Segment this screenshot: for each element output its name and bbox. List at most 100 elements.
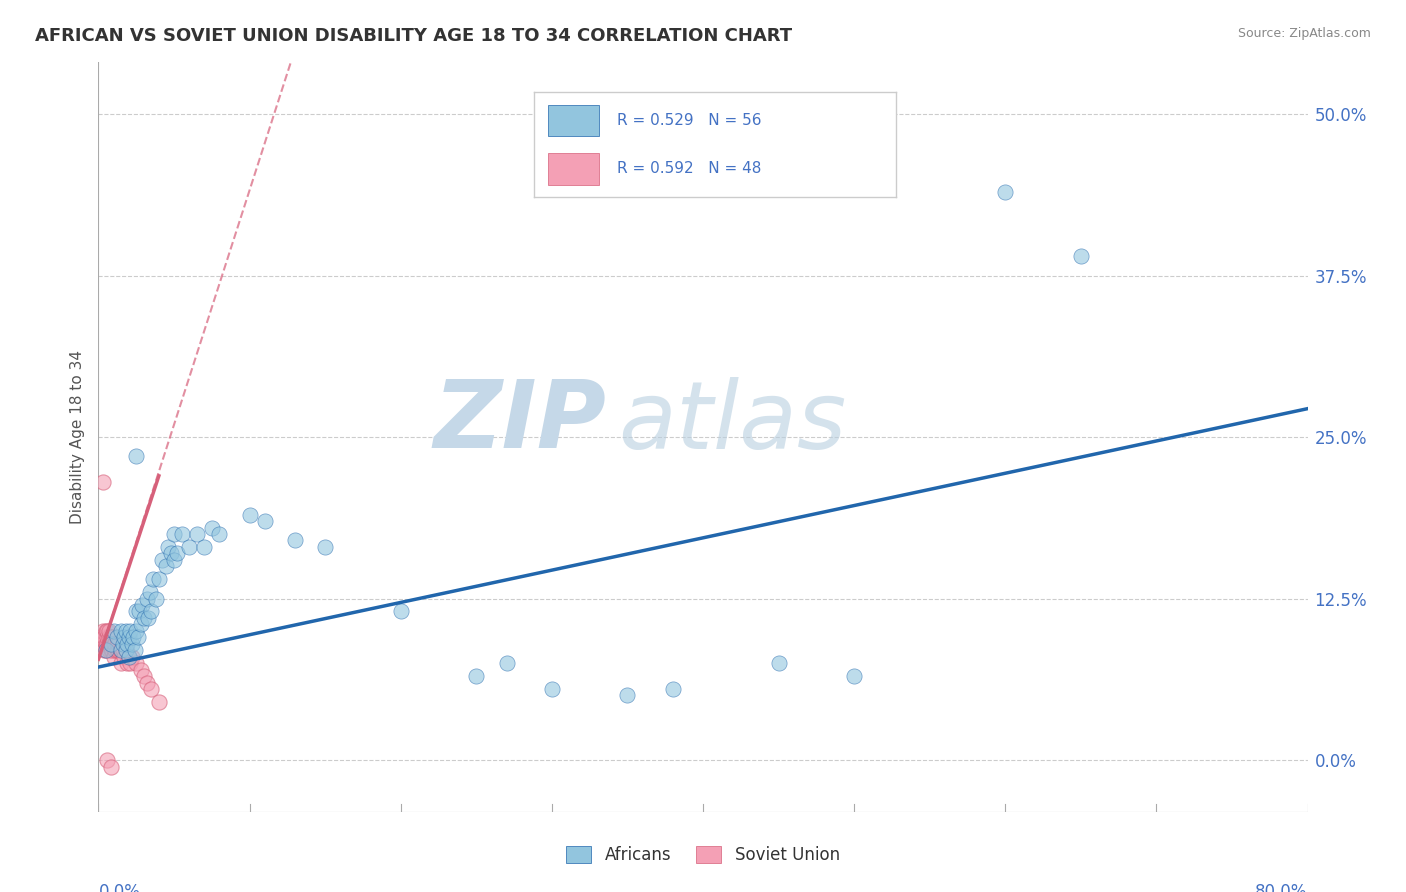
Point (465, 669, 488, 683)
Point (166, 546, 188, 560)
Point (125, 605, 148, 619)
Point (141, 605, 163, 619)
Point (239, 508, 262, 522)
Point (91, 624, 114, 638)
Y-axis label: Disability Age 18 to 34: Disability Age 18 to 34 (69, 350, 84, 524)
Point (121, 649, 143, 664)
Point (96, 753, 118, 767)
Point (142, 572, 165, 586)
Point (96, 624, 118, 638)
Point (124, 643, 146, 657)
Point (93, 630, 115, 644)
Text: AFRICAN VS SOVIET UNION DISABILITY AGE 18 TO 34 CORRELATION CHART: AFRICAN VS SOVIET UNION DISABILITY AGE 1… (35, 27, 792, 45)
Point (107, 643, 129, 657)
Point (994, 185, 1017, 199)
Point (170, 527, 193, 541)
Point (156, 540, 179, 554)
Point (122, 630, 145, 644)
Point (94, 624, 117, 638)
Point (136, 611, 159, 625)
Point (193, 540, 215, 554)
Point (118, 649, 141, 664)
Point (103, 643, 125, 657)
Point (103, 637, 125, 651)
Point (105, 637, 128, 651)
Point (284, 533, 307, 548)
Point (132, 669, 155, 683)
Point (100, 643, 122, 657)
Point (128, 605, 150, 619)
Point (540, 681, 562, 696)
Point (148, 695, 170, 709)
Text: 0.0%: 0.0% (98, 883, 141, 892)
Point (98, 630, 121, 644)
Point (121, 637, 143, 651)
Point (100, 637, 122, 651)
Point (163, 553, 186, 567)
Point (103, 649, 125, 664)
Point (616, 689, 638, 703)
Point (135, 675, 157, 690)
Point (93, 643, 115, 657)
Point (112, 649, 135, 664)
Point (110, 656, 132, 670)
Point (94, 637, 117, 651)
Point (844, 669, 866, 683)
Point (139, 585, 162, 599)
Point (314, 540, 336, 554)
Point (253, 514, 276, 528)
Point (155, 559, 177, 574)
Point (129, 663, 152, 677)
Point (125, 450, 148, 464)
Point (145, 591, 167, 606)
Point (108, 643, 131, 657)
Point (201, 520, 224, 534)
Point (100, 759, 122, 773)
Point (90, 630, 112, 644)
Point (129, 617, 152, 632)
Point (115, 656, 138, 670)
Point (125, 624, 148, 638)
Point (98, 637, 121, 651)
Point (114, 643, 136, 657)
Point (98, 643, 121, 657)
Point (768, 656, 790, 670)
Point (186, 527, 208, 541)
Point (112, 630, 135, 644)
Point (118, 649, 141, 664)
Point (495, 656, 517, 670)
Point (100, 630, 122, 644)
Point (100, 637, 122, 651)
Point (107, 637, 129, 651)
Point (115, 637, 138, 651)
Point (105, 643, 128, 657)
Point (131, 598, 153, 612)
Text: ZIP: ZIP (433, 376, 606, 468)
Point (163, 527, 186, 541)
Point (101, 630, 124, 644)
Point (114, 624, 136, 638)
Point (125, 656, 148, 670)
Point (91, 475, 114, 490)
Point (111, 643, 134, 657)
Point (389, 605, 412, 619)
Point (110, 643, 132, 657)
Point (135, 591, 157, 606)
Legend: Africans, Soviet Union: Africans, Soviet Union (560, 839, 846, 871)
Point (132, 611, 155, 625)
Point (96, 637, 118, 651)
Text: atlas: atlas (619, 376, 846, 467)
Point (141, 681, 163, 696)
Point (1070, 249, 1092, 263)
Point (120, 656, 142, 670)
Point (98, 624, 121, 638)
Point (110, 624, 132, 638)
Point (94, 643, 117, 657)
Point (118, 630, 141, 644)
Point (110, 643, 132, 657)
Point (148, 572, 170, 586)
Point (208, 527, 231, 541)
Text: Source: ZipAtlas.com: Source: ZipAtlas.com (1237, 27, 1371, 40)
Point (101, 643, 124, 657)
Point (94, 643, 117, 657)
